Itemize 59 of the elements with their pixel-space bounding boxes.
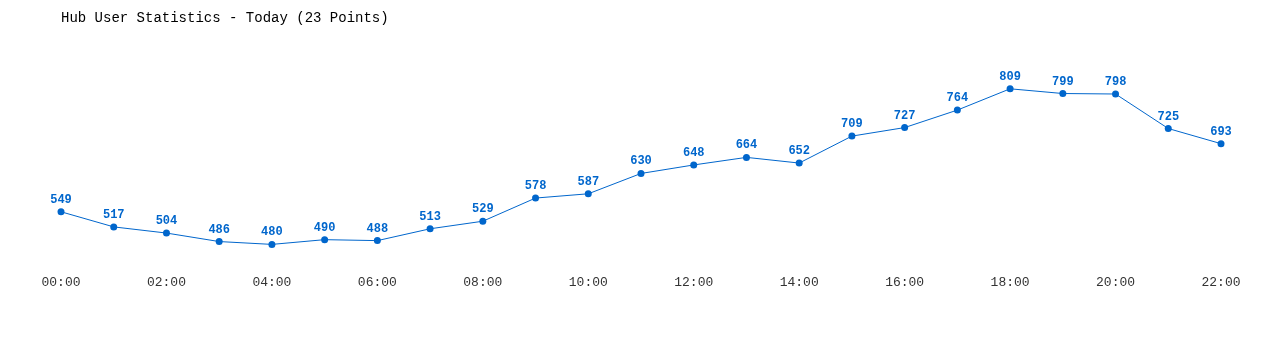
point <box>1164 125 1172 133</box>
data-label: 798 <box>1104 75 1127 90</box>
x-tick-label: 00:00 <box>41 274 81 290</box>
point <box>637 169 645 177</box>
point <box>268 240 276 248</box>
point <box>901 124 909 132</box>
data-label: 709 <box>841 117 863 132</box>
data-label: 664 <box>735 138 758 153</box>
data-label: 504 <box>155 214 178 229</box>
data-label: 529 <box>472 202 494 217</box>
x-tick-label: 16:00 <box>885 274 925 290</box>
x-tick-label: 14:00 <box>779 274 819 290</box>
x-tick-label: 06:00 <box>357 274 397 290</box>
data-label: 587 <box>577 174 600 189</box>
point <box>953 106 961 114</box>
x-tick-label: 10:00 <box>568 274 608 290</box>
point <box>426 225 434 233</box>
point <box>110 223 118 231</box>
x-tick-label: 08:00 <box>463 274 503 290</box>
point <box>742 153 750 161</box>
point <box>584 190 592 198</box>
data-label: 693 <box>1210 124 1232 139</box>
x-tick-label: 18:00 <box>990 274 1030 290</box>
point <box>1217 140 1225 148</box>
data-label: 630 <box>630 154 652 169</box>
point <box>690 161 698 169</box>
point <box>57 208 65 216</box>
point <box>162 229 170 237</box>
data-label: 648 <box>682 145 705 160</box>
data-label: 652 <box>788 144 810 159</box>
point <box>215 238 223 246</box>
point <box>1059 90 1067 98</box>
data-label: 764 <box>946 91 969 106</box>
point <box>1112 90 1120 98</box>
data-label: 480 <box>261 225 283 240</box>
point <box>532 194 540 202</box>
point <box>321 236 329 244</box>
data-label: 578 <box>524 179 547 194</box>
point <box>373 237 381 245</box>
point <box>848 132 856 140</box>
data-label: 725 <box>1157 109 1180 124</box>
data-label: 799 <box>1052 74 1074 89</box>
point <box>479 217 487 225</box>
data-label: 517 <box>102 207 125 222</box>
data-label: 490 <box>313 220 336 235</box>
x-tick-label: 04:00 <box>252 274 292 290</box>
chart-title: Hub User Statistics - Today (23 Points) <box>61 10 389 27</box>
point <box>795 159 803 167</box>
x-tick-label: 20:00 <box>1096 274 1136 290</box>
data-label: 549 <box>50 192 72 207</box>
data-label: 486 <box>208 222 230 237</box>
data-label: 513 <box>419 209 441 224</box>
data-label: 809 <box>999 69 1021 84</box>
x-tick-label: 12:00 <box>674 274 714 290</box>
x-tick-label: 02:00 <box>146 274 186 290</box>
x-tick-label: 22:00 <box>1201 274 1241 290</box>
data-label: 727 <box>893 108 916 123</box>
point <box>1006 85 1014 93</box>
data-label: 488 <box>366 221 389 236</box>
